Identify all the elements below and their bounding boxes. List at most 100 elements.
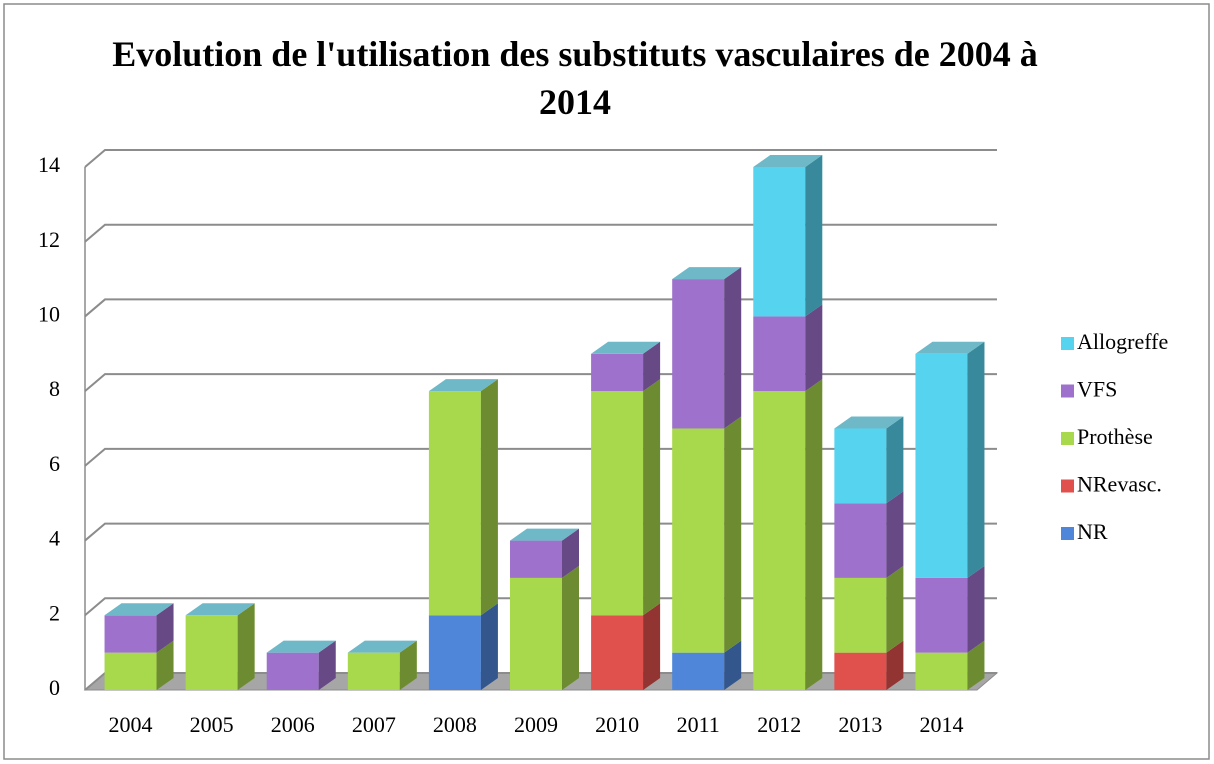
- bar-side-shade: [805, 155, 823, 317]
- y-tick-label: 10: [38, 301, 60, 326]
- bar-side: [156, 640, 174, 690]
- bar-segment: [591, 615, 644, 690]
- bar-segment: [915, 577, 968, 653]
- bar-side: [399, 640, 417, 690]
- bar-top: [266, 640, 336, 653]
- legend-swatch: [1061, 432, 1074, 445]
- y-tick-label: 0: [49, 675, 60, 700]
- bar-side-shade: [886, 491, 904, 578]
- bar-side-shade: [724, 267, 742, 429]
- bar-segment: [428, 615, 481, 690]
- bar-side: [886, 416, 904, 504]
- bar-side-shade: [967, 565, 985, 653]
- bar-segment: [915, 652, 968, 690]
- bar-segment: [753, 316, 806, 392]
- bar-side-shade: [562, 528, 579, 578]
- bar-segment: [104, 615, 157, 653]
- bar-side-shade: [724, 640, 742, 690]
- y-tick-label: 8: [49, 376, 60, 401]
- bar-side: [480, 603, 498, 690]
- bar-segment: [753, 391, 806, 690]
- legend-swatch: [1061, 527, 1074, 540]
- bar-segment: [510, 577, 562, 690]
- bar-segment: [834, 503, 887, 578]
- bar-side: [886, 565, 904, 653]
- bar-side-shade: [724, 416, 742, 653]
- bar-side: [318, 640, 336, 690]
- bar-side: [967, 565, 985, 653]
- bar-segment: [753, 167, 806, 317]
- bar-side: [724, 416, 742, 653]
- bar-segment: [104, 652, 157, 690]
- bar-top: [753, 155, 823, 167]
- y-tick-label: 12: [38, 227, 60, 252]
- bar-side: [643, 603, 661, 690]
- bar-segment: [834, 577, 887, 653]
- bar-side: [886, 491, 904, 578]
- bar-side: [156, 603, 174, 653]
- chart-title: Evolution de l'utilisation des substitut…: [112, 34, 1038, 122]
- x-tick-label: 2014: [919, 712, 963, 737]
- legend-swatch: [1061, 479, 1074, 493]
- legend-swatch: [1061, 384, 1074, 398]
- bar-segment: [915, 353, 968, 578]
- bar-side-shade: [886, 416, 904, 504]
- x-tick-label: 2008: [433, 712, 477, 737]
- grid-line: [84, 223, 997, 243]
- bar-segment: [266, 652, 319, 690]
- bar-segment: [834, 652, 887, 690]
- grid-line: [84, 149, 997, 168]
- x-tick-label: 2012: [757, 712, 801, 737]
- x-tick-label: 2011: [677, 712, 720, 737]
- bar-side-shade: [967, 341, 985, 578]
- x-tick-label: 2006: [271, 712, 315, 737]
- bar-side-shade: [237, 603, 255, 690]
- bar-side-shade: [805, 379, 823, 690]
- bar-top: [185, 603, 255, 616]
- bar-side-shade: [156, 640, 174, 690]
- y-tick-label: 14: [38, 152, 60, 177]
- bar-side: [805, 304, 823, 392]
- legend-label: NR: [1077, 519, 1108, 544]
- bar-side-shade: [886, 565, 904, 653]
- bar-top: [672, 267, 742, 280]
- bar-side-shade: [399, 640, 417, 690]
- bar-segment: [591, 391, 644, 616]
- bar-top: [915, 341, 985, 354]
- bar-side-shade: [643, 603, 661, 690]
- bar-side: [805, 379, 823, 690]
- bar-top: [591, 341, 661, 354]
- legend-swatch: [1061, 337, 1074, 350]
- y-tick-label: 6: [49, 451, 60, 476]
- bar-side: [480, 379, 498, 616]
- bar-top: [428, 379, 498, 392]
- bar-side-shade: [156, 603, 174, 653]
- bar-side-shade: [886, 640, 904, 690]
- bar-side: [724, 267, 742, 429]
- x-tick-label: 2013: [838, 712, 882, 737]
- bar-side: [562, 565, 579, 690]
- bar-segment: [428, 391, 481, 616]
- y-tick-label: 4: [49, 526, 60, 551]
- bar-side: [643, 379, 661, 616]
- bar-top: [834, 416, 904, 429]
- bar-top: [347, 640, 417, 653]
- legend-label: Allogreffe: [1077, 329, 1168, 354]
- bar-top: [104, 603, 174, 616]
- bar-side-shade: [318, 640, 336, 690]
- bar-side: [237, 603, 255, 690]
- bar-side-shade: [562, 565, 579, 690]
- bar-side-shade: [643, 341, 661, 392]
- bar-segment: [347, 652, 400, 690]
- x-tick-label: 2004: [109, 712, 153, 737]
- x-tick-label: 2009: [514, 712, 558, 737]
- bar-side-shade: [805, 304, 823, 392]
- bar-side: [805, 155, 823, 317]
- bar-side: [562, 528, 579, 578]
- bar-side: [967, 640, 985, 690]
- bar-top: [510, 528, 579, 541]
- legend-label: Prothèse: [1077, 424, 1153, 449]
- x-tick-label: 2005: [190, 712, 234, 737]
